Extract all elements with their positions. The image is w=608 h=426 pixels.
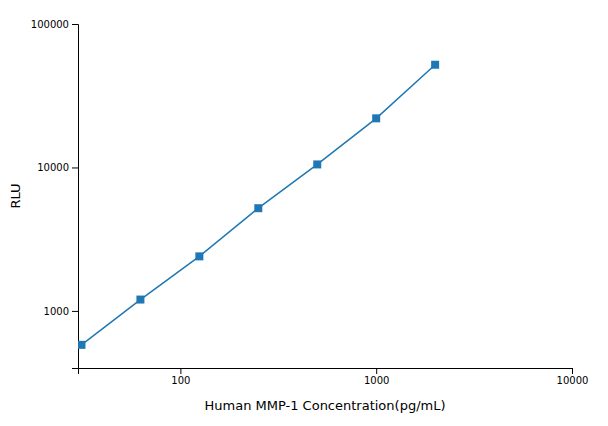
y-tick: 100000 <box>31 19 78 30</box>
x-tick: 10000 <box>557 368 589 386</box>
x-axis: 100 1000 10000 <box>79 368 589 386</box>
marks <box>78 61 439 349</box>
chart-svg: 100 1000 10000 1000 10000 100000 Human MMP-1 C… <box>0 0 608 426</box>
chart-container: 100 1000 10000 1000 10000 100000 Human MMP-1 C… <box>0 0 608 426</box>
y-tick: 10000 <box>37 162 78 173</box>
y-axis-line <box>72 25 79 369</box>
y-tick: 1000 <box>44 306 78 317</box>
x-tick-mark <box>376 368 377 374</box>
point <box>372 114 380 122</box>
x-tick-mark <box>180 368 181 374</box>
x-tick: 100 <box>171 368 190 386</box>
point <box>254 204 262 212</box>
point <box>431 61 439 69</box>
line <box>81 65 435 345</box>
plot: 100 1000 10000 1000 10000 100000 Human MMP-1 C… <box>8 19 588 413</box>
point <box>195 252 203 260</box>
y-tick-label: 1000 <box>44 306 69 317</box>
x-tick-mark <box>572 368 573 374</box>
y-tick-mark <box>72 311 78 312</box>
x-tick-label: 100 <box>171 375 190 386</box>
point <box>78 341 85 349</box>
y-tick-mark <box>72 24 78 25</box>
point <box>313 160 321 168</box>
x-axis-title: Human MMP-1 Concentration(pg/mL) <box>205 398 446 413</box>
y-tick-label: 100000 <box>31 19 69 30</box>
y-tick-mark <box>72 167 78 168</box>
y-axis: 1000 10000 100000 <box>31 19 79 369</box>
x-tick-label: 1000 <box>364 375 389 386</box>
x-tick-label: 10000 <box>557 375 589 386</box>
x-tick: 1000 <box>364 368 389 386</box>
y-tick-label: 10000 <box>37 162 69 173</box>
point <box>136 296 144 304</box>
y-axis-title: RLU <box>8 183 23 208</box>
x-axis-line <box>79 369 573 375</box>
